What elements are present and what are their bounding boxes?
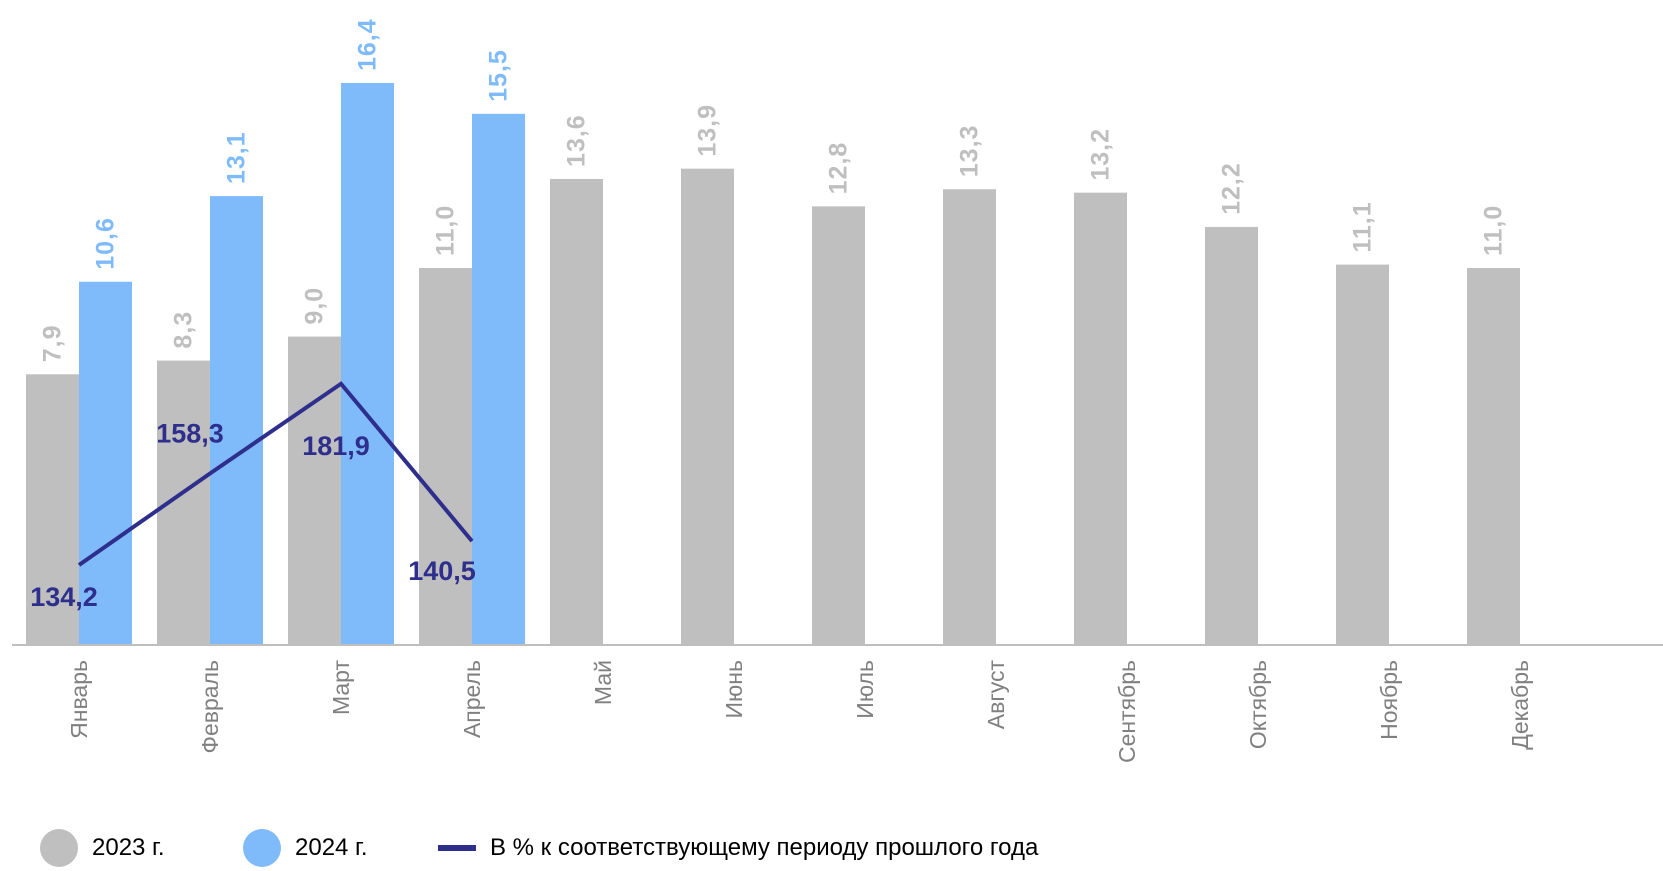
data-label-2023-6: 13,9 xyxy=(694,104,722,157)
percent-data-label-1: 134,2 xyxy=(30,582,98,612)
x-tick-label-9: Сентябрь xyxy=(1114,660,1140,763)
legend-label-2023: 2023 г. xyxy=(92,834,165,861)
legend-item-2024: 2024 г. xyxy=(243,828,368,868)
legend: 2023 г. 2024 г. В % к соответствующему п… xyxy=(0,828,1663,868)
x-tick-label-4: Апрель xyxy=(459,660,485,738)
x-tick-label-1: Январь xyxy=(66,660,92,739)
x-tick-label-12: Декабрь xyxy=(1507,660,1533,750)
data-label-2023-1: 7,9 xyxy=(39,325,67,363)
data-label-2023-3: 9,0 xyxy=(301,287,329,325)
percent-data-label-2: 158,3 xyxy=(156,418,224,448)
x-tick-label-10: Октябрь xyxy=(1245,660,1271,749)
bar-line-chart: 7,9 10,6 Январь 8,3 13,1 Февраль 9,0 16,4 Март 11… xyxy=(12,18,1663,763)
x-tick-label-7: Июль xyxy=(852,660,878,719)
x-tick-label-2: Февраль xyxy=(197,660,223,753)
bar-2023-9 xyxy=(1074,192,1127,645)
data-label-2023-7: 12,8 xyxy=(825,142,853,195)
data-label-2024-1: 10,6 xyxy=(92,217,120,270)
data-label-2023-10: 12,2 xyxy=(1218,162,1246,215)
percent-line xyxy=(77,381,474,567)
legend-item-percent: В % к соответствующему периоду прошлого … xyxy=(438,828,1038,868)
bar-2024-2 xyxy=(210,196,263,645)
bar-2023-1 xyxy=(26,374,79,645)
data-label-2024-3: 16,4 xyxy=(354,18,382,71)
data-label-2023-2: 8,3 xyxy=(170,311,198,349)
x-tick-label-6: Июнь xyxy=(721,660,747,718)
x-tick-label-3: Март xyxy=(328,660,354,715)
bar-2024-3 xyxy=(341,83,394,645)
legend-swatch-percent-icon xyxy=(438,845,476,851)
data-label-2023-9: 13,2 xyxy=(1087,128,1115,181)
bar-2023-11 xyxy=(1336,264,1389,645)
data-label-2024-2: 13,1 xyxy=(223,131,251,184)
bar-2023-8 xyxy=(943,189,996,646)
data-label-2023-5: 13,6 xyxy=(563,114,591,167)
bar-2024-4 xyxy=(472,113,525,646)
legend-label-2024: 2024 г. xyxy=(295,834,368,861)
bar-2023-10 xyxy=(1205,226,1258,646)
data-label-2023-12: 11,0 xyxy=(1480,205,1508,256)
bar-2023-4 xyxy=(419,268,472,645)
bar-2023-3 xyxy=(288,336,341,645)
legend-swatch-2023-icon xyxy=(40,829,78,867)
data-label-2023-4: 11,0 xyxy=(432,205,460,256)
legend-label-percent: В % к соответствующему периоду прошлого … xyxy=(490,834,1039,861)
percent-data-label-4: 140,5 xyxy=(408,556,476,586)
data-label-2023-8: 13,3 xyxy=(956,125,984,178)
x-tick-label-11: Ноябрь xyxy=(1376,660,1402,740)
data-label-2023-11: 11,1 xyxy=(1349,201,1377,252)
bar-2023-7 xyxy=(812,206,865,646)
x-tick-label-5: Май xyxy=(590,660,616,705)
bar-2023-12 xyxy=(1467,268,1520,645)
percent-data-label-3: 181,9 xyxy=(302,431,370,461)
bar-2023-6 xyxy=(681,168,734,646)
x-tick-label-8: Август xyxy=(983,660,1009,730)
data-label-2024-4: 15,5 xyxy=(485,49,513,102)
bar-2024-1 xyxy=(79,281,132,645)
legend-swatch-2024-icon xyxy=(243,829,281,867)
legend-item-2023: 2023 г. xyxy=(40,828,165,868)
bar-2023-5 xyxy=(550,178,603,645)
